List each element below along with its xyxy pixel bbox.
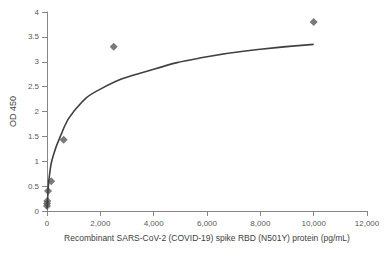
svg-text:2: 2 (35, 107, 40, 116)
svg-text:6,000: 6,000 (197, 219, 218, 228)
svg-text:Recombinant SARS-CoV-2 (COVID-: Recombinant SARS-CoV-2 (COVID-19) spike … (64, 233, 350, 243)
svg-text:8,000: 8,000 (250, 219, 271, 228)
svg-text:0.5: 0.5 (28, 182, 40, 191)
svg-text:3: 3 (35, 57, 40, 66)
svg-text:3.5: 3.5 (28, 32, 40, 41)
svg-text:OD 450: OD 450 (8, 96, 18, 127)
svg-text:2,000: 2,000 (90, 219, 111, 228)
svg-text:12,000: 12,000 (355, 219, 380, 228)
svg-text:4,000: 4,000 (144, 219, 165, 228)
svg-text:2.5: 2.5 (28, 82, 40, 91)
svg-text:10,000: 10,000 (301, 219, 326, 228)
svg-text:4: 4 (35, 8, 40, 17)
svg-text:0: 0 (35, 207, 40, 216)
svg-text:1.5: 1.5 (28, 132, 40, 141)
svg-text:1: 1 (35, 157, 40, 166)
svg-text:0: 0 (45, 219, 50, 228)
